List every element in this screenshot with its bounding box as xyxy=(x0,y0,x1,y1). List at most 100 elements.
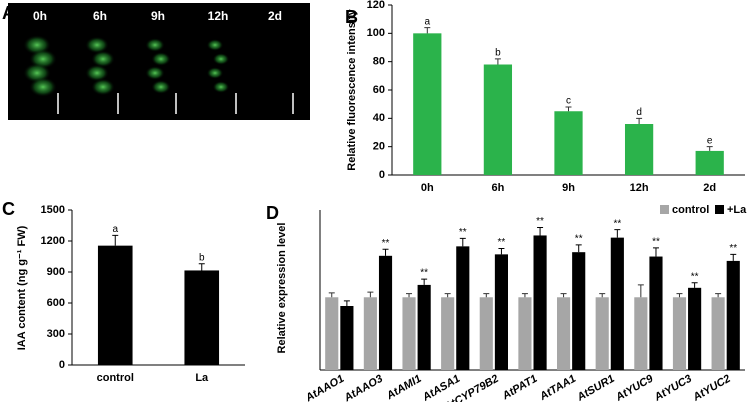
root-fluorescence xyxy=(206,67,224,79)
legend-label: control xyxy=(672,204,709,216)
x-tick-label: AtSUR1 xyxy=(574,373,616,402)
root-fluorescence xyxy=(212,53,230,65)
y-axis-label: Relative fluorescence intensity xyxy=(346,8,358,170)
error-bar xyxy=(652,247,659,257)
bar xyxy=(340,306,354,370)
bar xyxy=(557,297,571,370)
significance-label: ** xyxy=(613,218,621,229)
error-bar xyxy=(198,263,205,271)
bar xyxy=(363,297,377,370)
root-fluorescence xyxy=(85,36,109,54)
bar xyxy=(441,297,455,370)
panel-letter: D xyxy=(266,203,279,223)
root-fluorescence xyxy=(91,78,115,96)
root-fluorescence xyxy=(145,38,165,52)
significance-label: ** xyxy=(575,234,583,245)
y-tick-label: 40 xyxy=(373,112,385,124)
bar xyxy=(695,150,724,175)
x-tick-label: AtAAO3 xyxy=(342,373,385,402)
y-tick-label: 60 xyxy=(373,84,385,96)
x-tick-label: AtAAO1 xyxy=(303,373,346,402)
significance-label: ** xyxy=(459,227,467,238)
x-tick-label: La xyxy=(195,372,209,384)
y-tick-label: 1500 xyxy=(41,204,65,216)
significance-label: e xyxy=(707,135,713,146)
error-bar xyxy=(498,248,505,255)
x-tick-label: AtPAT1 xyxy=(500,373,540,402)
x-tick-label: 0h xyxy=(421,182,434,194)
error-bar xyxy=(521,293,528,298)
bar xyxy=(483,64,513,175)
error-bar xyxy=(406,293,413,298)
y-tick-label: 900 xyxy=(47,266,65,278)
root-fluorescence xyxy=(145,66,165,80)
image-caption: 9h xyxy=(151,9,165,23)
image-caption: 6h xyxy=(93,9,107,23)
error-bar xyxy=(676,293,683,298)
error-bar xyxy=(367,291,374,298)
error-bar xyxy=(483,293,490,298)
root-fluorescence xyxy=(212,81,230,93)
bar xyxy=(494,254,508,370)
legend-swatch xyxy=(660,205,669,214)
error-bar xyxy=(537,226,544,236)
y-tick-label: 1200 xyxy=(41,235,65,247)
bar xyxy=(634,297,648,370)
bar xyxy=(649,256,663,370)
error-bar xyxy=(715,293,722,298)
error-bar xyxy=(730,253,737,261)
y-axis-label: Relative expression level xyxy=(276,223,288,354)
y-tick-label: 0 xyxy=(59,359,65,371)
root-fluorescence xyxy=(85,64,109,82)
y-tick-label: 0 xyxy=(379,169,385,181)
x-tick-label: AtTAA1 xyxy=(537,373,578,402)
bar xyxy=(595,297,609,370)
significance-label: b xyxy=(495,47,501,58)
bar xyxy=(479,297,493,370)
y-tick-label: 120 xyxy=(367,0,385,11)
image-caption: 0h xyxy=(33,9,47,23)
significance-label: a xyxy=(425,16,431,27)
error-bar xyxy=(382,248,389,256)
error-bar xyxy=(575,244,582,253)
bar xyxy=(378,255,393,370)
error-bar xyxy=(421,278,428,285)
bar xyxy=(402,297,416,370)
error-bar xyxy=(560,293,567,298)
bar xyxy=(97,245,133,365)
bar xyxy=(554,111,583,175)
x-tick-label: control xyxy=(97,372,134,384)
root-fluorescence xyxy=(29,77,57,97)
panel-letter: C xyxy=(2,199,15,219)
bar xyxy=(711,297,725,370)
bar xyxy=(672,297,687,370)
bar xyxy=(184,270,220,365)
significance-label: ** xyxy=(652,236,660,247)
significance-label: ** xyxy=(420,268,428,279)
significance-label: ** xyxy=(382,238,390,249)
error-bar xyxy=(636,117,643,124)
root-fluorescence xyxy=(151,52,171,66)
error-bar xyxy=(328,292,335,298)
y-tick-label: 300 xyxy=(47,328,65,340)
x-tick-label: 6h xyxy=(491,182,504,194)
bar xyxy=(624,124,654,175)
panel-letter: B xyxy=(345,7,358,27)
error-bar xyxy=(637,284,644,298)
x-tick-label: 2d xyxy=(703,182,716,194)
image-caption: 12h xyxy=(208,9,229,23)
bar xyxy=(572,252,586,370)
significance-label: a xyxy=(112,224,118,235)
y-tick-label: 100 xyxy=(367,27,385,39)
y-axis-label: IAA content (ng g⁻¹ FW) xyxy=(16,225,28,350)
error-bar xyxy=(691,282,698,288)
significance-label: b xyxy=(199,252,205,263)
significance-label: c xyxy=(566,96,571,107)
bar xyxy=(456,246,470,370)
bar xyxy=(688,287,702,370)
error-bar xyxy=(494,58,501,65)
error-bar xyxy=(599,293,606,298)
bar xyxy=(533,235,547,370)
error-bar xyxy=(424,27,431,34)
